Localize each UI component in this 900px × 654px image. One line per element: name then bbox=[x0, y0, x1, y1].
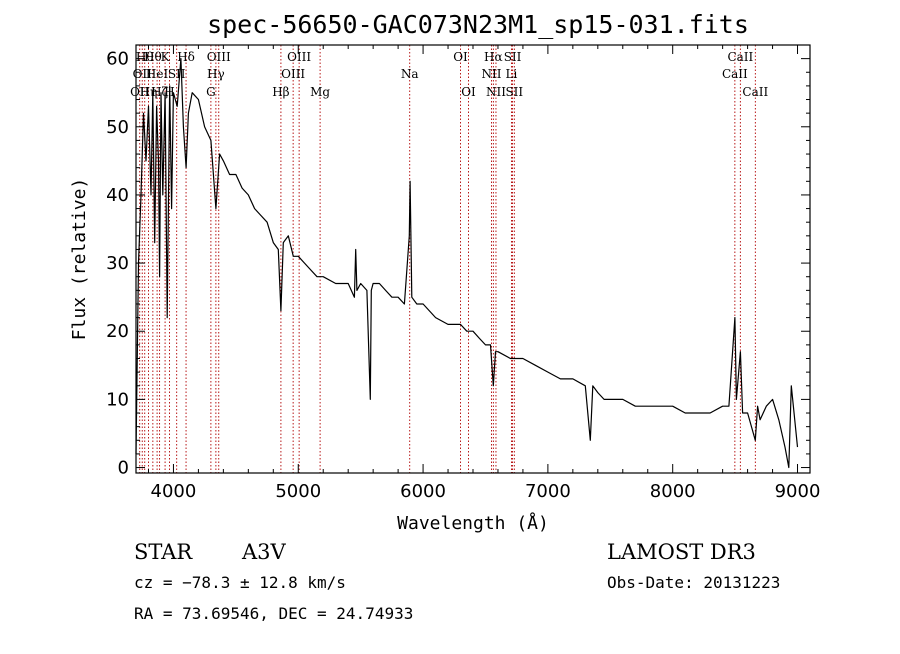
line-label-11: G bbox=[206, 85, 216, 99]
y-tick-label-5: 50 bbox=[106, 117, 129, 138]
line-label-16: OIII bbox=[287, 50, 311, 64]
x-tick-label-1: 5000 bbox=[275, 481, 321, 502]
x-tick-label-5: 9000 bbox=[775, 481, 821, 502]
line-label-10: Hδ bbox=[177, 50, 195, 64]
y-tick-label-6: 60 bbox=[106, 49, 129, 70]
observation-date: Obs-Date: 20131223 bbox=[607, 573, 780, 592]
survey-name: LAMOST DR3 bbox=[607, 540, 756, 564]
line-label-9: SII bbox=[168, 67, 186, 81]
y-tick-label-3: 30 bbox=[106, 253, 129, 274]
y-tick-label-0: 0 bbox=[118, 458, 129, 479]
line-label-15: OIII bbox=[281, 67, 305, 81]
line-label-6: Hζ bbox=[151, 85, 168, 99]
object-subclass: A3V bbox=[241, 540, 287, 564]
line-label-28: CaII bbox=[727, 50, 753, 64]
y-tick-label-4: 40 bbox=[106, 185, 129, 206]
spectrum-line bbox=[135, 57, 799, 469]
x-tick-label-3: 7000 bbox=[525, 481, 571, 502]
spectral-line-labels: OIIOIIHθHηHθHeIHζKHSIIHδGHγOIIIHβOIIIOII… bbox=[130, 50, 768, 99]
line-label-27: CaII bbox=[722, 67, 748, 81]
y-axis-label: Flux (relative) bbox=[69, 178, 90, 341]
line-label-25: SII bbox=[504, 50, 522, 64]
line-label-18: Na bbox=[401, 67, 419, 81]
line-label-12: Hγ bbox=[207, 67, 225, 81]
chart-title: spec-56650-GAC073N23M1_sp15-031.fits bbox=[207, 10, 749, 39]
line-label-22: Hα bbox=[484, 50, 503, 64]
line-label-24: Li bbox=[506, 67, 518, 81]
line-label-2: Hθ bbox=[136, 50, 154, 64]
x-axis-label: Wavelength (Å) bbox=[397, 512, 549, 534]
line-label-23: NII bbox=[486, 85, 506, 99]
line-label-5: HeI bbox=[146, 67, 169, 81]
line-label-0: OII bbox=[130, 85, 150, 99]
coordinates: RA = 73.69546, DEC = 24.74933 bbox=[134, 604, 413, 623]
y-tick-label-1: 10 bbox=[106, 389, 129, 410]
line-label-26: SII bbox=[505, 85, 523, 99]
line-label-14: Hβ bbox=[272, 85, 289, 99]
line-label-20: OI bbox=[461, 85, 476, 99]
line-label-7: K bbox=[161, 50, 171, 64]
x-tick-label-0: 4000 bbox=[151, 481, 197, 502]
line-label-29: CaII bbox=[742, 85, 768, 99]
object-class: STAR bbox=[134, 540, 193, 564]
redshift-info: cz = −78.3 ± 12.8 km/s bbox=[134, 573, 346, 592]
line-label-13: OIII bbox=[207, 50, 231, 64]
x-tick-label-2: 6000 bbox=[400, 481, 446, 502]
line-label-17: Mg bbox=[310, 85, 330, 99]
y-axis-ticks: 0 10 20 30 40 50 60 bbox=[106, 49, 810, 479]
line-label-4: Hθ bbox=[144, 50, 162, 64]
x-tick-label-4: 8000 bbox=[650, 481, 696, 502]
y-tick-label-2: 20 bbox=[106, 321, 129, 342]
x-axis-ticks: 4000 5000 6000 7000 8000 9000 bbox=[147, 45, 821, 502]
line-label-19: OI bbox=[453, 50, 468, 64]
spectral-line-markers bbox=[139, 45, 756, 473]
line-label-21: NII bbox=[481, 67, 501, 81]
plot-frame bbox=[135, 44, 811, 474]
line-label-1: OII bbox=[133, 67, 153, 81]
